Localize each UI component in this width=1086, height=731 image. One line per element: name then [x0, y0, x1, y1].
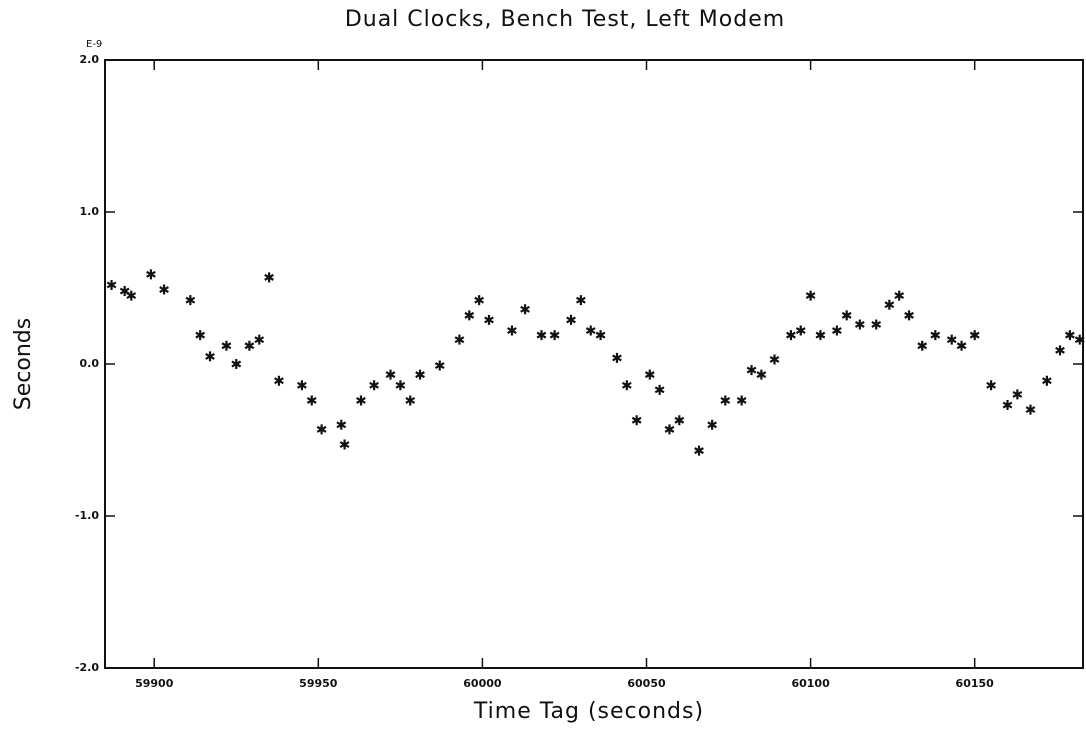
y-tick-label: -1.0 [75, 509, 99, 522]
data-point [664, 424, 675, 435]
data-point [969, 330, 980, 341]
data-point [736, 395, 747, 406]
data-point [1012, 389, 1023, 400]
data-point [1064, 330, 1075, 341]
data-point [306, 395, 317, 406]
data-point [484, 314, 494, 325]
y-axis-label: Seconds [11, 318, 36, 410]
data-point [415, 369, 425, 380]
data-point [854, 319, 865, 330]
data-point [297, 380, 307, 391]
x-tick-label: 60150 [956, 677, 995, 690]
y-tick-label: -2.0 [75, 661, 99, 674]
data-point [126, 290, 137, 301]
data-point [536, 330, 547, 341]
data-point [520, 304, 530, 315]
data-point [831, 325, 842, 336]
data-point [221, 340, 232, 351]
data-point [612, 352, 622, 363]
data-point [474, 295, 485, 306]
data-point [1025, 404, 1036, 415]
y-exponent: E-9 [86, 39, 102, 50]
data-point [585, 325, 596, 336]
data-point [146, 269, 156, 280]
data-point [930, 330, 941, 341]
data-point [644, 369, 655, 380]
data-point [464, 310, 475, 321]
x-tick-label: 60050 [627, 677, 666, 690]
x-tick-label: 59950 [299, 677, 338, 690]
data-point [244, 340, 255, 351]
data-point [595, 330, 606, 341]
data-point [434, 360, 445, 371]
data-point [786, 330, 796, 341]
data-point [769, 354, 780, 365]
data-point [904, 310, 914, 321]
data-point [746, 365, 757, 376]
y-tick-label: 0.0 [80, 357, 100, 370]
data-point [395, 380, 406, 391]
data-point [986, 380, 996, 391]
data-point [356, 395, 366, 406]
plot-frame [104, 59, 1084, 669]
data-point [1042, 375, 1052, 386]
data-point [185, 295, 196, 306]
data-point [231, 359, 242, 369]
data-point [694, 445, 704, 456]
data-point [707, 419, 718, 430]
y-tick-label: 2.0 [80, 53, 100, 66]
data-point [654, 384, 665, 395]
data-point [507, 325, 517, 336]
data-point [336, 419, 347, 430]
data-point [454, 334, 465, 345]
data-point [575, 295, 586, 306]
data-point [106, 279, 117, 290]
data-point [894, 290, 905, 301]
data-point [815, 330, 826, 341]
data-point [339, 439, 350, 450]
data-point [1074, 334, 1085, 345]
chart-title: Dual Clocks, Bench Test, Left Modem [345, 7, 785, 32]
data-point [405, 395, 416, 406]
data-point [264, 272, 274, 283]
data-point [795, 325, 806, 336]
data-point [195, 330, 206, 341]
data-point [369, 380, 379, 391]
data-point [805, 290, 816, 301]
x-tick-label: 60100 [791, 677, 830, 690]
data-point [621, 380, 632, 391]
data-point [631, 415, 642, 426]
data-point [871, 319, 882, 330]
data-point [1055, 345, 1065, 356]
data-point [316, 424, 327, 435]
data-point [159, 284, 169, 295]
data-point [549, 330, 560, 341]
data-point [205, 351, 215, 362]
data-point [1002, 400, 1013, 411]
x-axis-label: Time Tag (seconds) [473, 699, 704, 724]
data-point [756, 369, 767, 380]
data-point [884, 299, 895, 310]
data-point [841, 310, 852, 321]
data-point [274, 375, 284, 386]
data-point [566, 314, 576, 325]
y-tick-label: 1.0 [80, 205, 100, 218]
data-point [720, 395, 731, 406]
data-point [385, 369, 396, 380]
data-point [674, 415, 685, 426]
x-tick-label: 60000 [463, 677, 502, 690]
data-point [254, 334, 265, 345]
data-point [956, 340, 967, 351]
data-point [917, 340, 928, 351]
x-tick-label: 59900 [135, 677, 174, 690]
data-point [946, 334, 957, 345]
